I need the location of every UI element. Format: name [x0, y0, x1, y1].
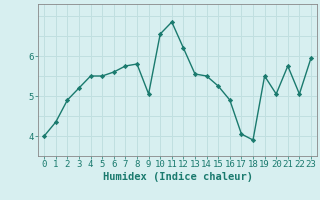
X-axis label: Humidex (Indice chaleur): Humidex (Indice chaleur) — [103, 172, 252, 182]
